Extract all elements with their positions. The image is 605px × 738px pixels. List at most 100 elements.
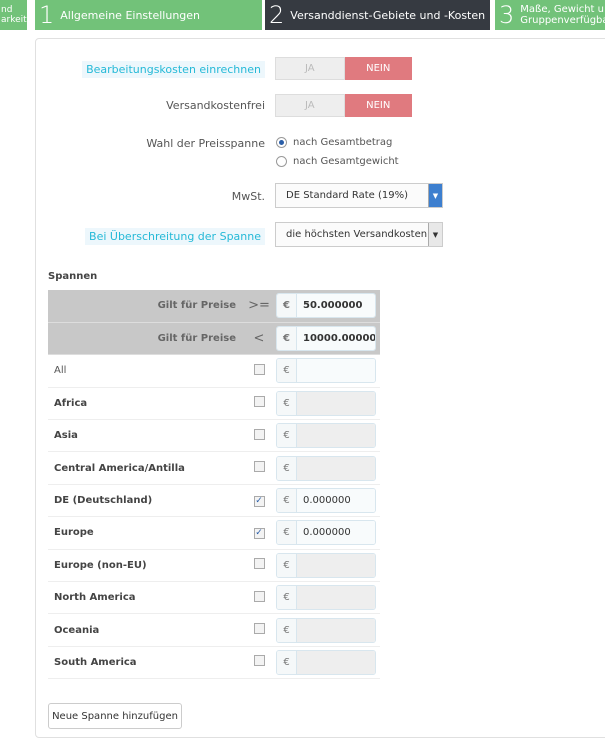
select-value: DE Standard Rate (19%) (286, 190, 409, 201)
currency-label: € (277, 489, 297, 513)
input-value[interactable] (297, 586, 375, 610)
currency-label: € (277, 359, 297, 383)
zone-checkbox[interactable] (253, 623, 265, 635)
input-value[interactable] (297, 456, 375, 480)
zone-name: Oceania (48, 613, 244, 647)
zone-checkbox[interactable]: ✓ (253, 495, 265, 507)
step-number: 2 (269, 1, 285, 29)
free-shipping-toggle[interactable]: JA NEIN (275, 94, 412, 117)
input-value[interactable]: 0.000000 (297, 489, 375, 513)
zone-price-input[interactable]: € (276, 390, 376, 416)
input-value[interactable] (297, 391, 375, 415)
zone-checkbox[interactable] (253, 428, 265, 440)
tax-label: MwSt. (231, 190, 265, 203)
range-operator: < (244, 322, 274, 356)
zone-name: North America (48, 581, 244, 615)
step-3[interactable]: 3 Maße, Gewicht u Gruppenverfügba (495, 0, 605, 30)
zone-row: North America € (48, 581, 380, 615)
toggle-no[interactable]: NEIN (344, 94, 412, 117)
zone-row: DE (Deutschland) ✓ €0.000000 (48, 484, 380, 518)
zone-checkbox[interactable] (253, 655, 265, 667)
currency-label: € (277, 391, 297, 415)
zone-price-input[interactable]: € (276, 455, 376, 481)
step-number: 1 (39, 1, 55, 29)
radio-icon[interactable] (276, 137, 287, 148)
zone-price-input[interactable]: € (276, 358, 376, 384)
input-value[interactable]: 50.000000 (297, 294, 375, 318)
zone-name: Africa (48, 387, 244, 421)
zone-price-input[interactable]: € (276, 552, 376, 578)
range-header-row: Gilt für Preise >= €50.000000 (48, 290, 380, 323)
range-label: Gilt für Preise (48, 290, 244, 323)
add-range-button[interactable]: Neue Spanne hinzufügen (48, 703, 182, 729)
step-label: Allgemeine Einstellungen (60, 8, 201, 22)
step-previous[interactable]: nd arkeit (0, 0, 27, 30)
input-value[interactable] (297, 618, 375, 642)
radio-icon[interactable] (276, 156, 287, 167)
input-value[interactable]: 0.000000 (297, 521, 375, 545)
zone-name: South America (48, 646, 244, 680)
radio-label: nach Gesamtgewicht (293, 156, 399, 167)
zone-name: Europe (non-EU) (48, 549, 244, 583)
currency-label: € (277, 294, 297, 318)
free-shipping-label: Versandkostenfrei (166, 99, 265, 112)
radio-total-weight[interactable]: nach Gesamtgewicht (276, 156, 399, 167)
currency-label: € (277, 521, 297, 545)
zone-price-input[interactable]: € (276, 617, 376, 643)
zone-row: Central America/Antilla € (48, 451, 380, 485)
out-of-range-select[interactable]: die höchsten Versandkosten ▼ (275, 222, 443, 247)
select-value: die höchsten Versandkosten (286, 229, 428, 240)
range-limit-input[interactable]: €10000.000000 (276, 326, 376, 352)
range-header-row: Gilt für Preise<€10000.000000 (48, 322, 380, 356)
zone-name: Asia (48, 419, 244, 453)
step-2[interactable]: 2 Versanddienst-Gebiete und -Kosten (265, 0, 490, 30)
chevron-down-icon: ▼ (428, 223, 442, 246)
zone-checkbox[interactable] (253, 363, 265, 375)
toggle-yes[interactable]: JA (275, 57, 345, 80)
radio-total-price[interactable]: nach Gesamtbetrag (276, 137, 392, 148)
currency-label: € (277, 456, 297, 480)
zone-name: All (48, 354, 244, 388)
zone-row: Asia € (48, 419, 380, 453)
handling-toggle[interactable]: JA NEIN (275, 57, 412, 80)
step-number: 3 (499, 1, 515, 29)
zone-checkbox[interactable] (253, 461, 265, 473)
input-value[interactable] (297, 553, 375, 577)
currency-label: € (277, 618, 297, 642)
toggle-no[interactable]: NEIN (344, 57, 412, 80)
zone-name: DE (Deutschland) (48, 484, 244, 518)
input-value[interactable] (297, 424, 375, 448)
zone-price-input[interactable]: € (276, 585, 376, 611)
input-value[interactable]: 10000.000000 (297, 327, 375, 351)
zone-price-input[interactable]: € (276, 649, 376, 675)
out-of-range-label: Bei Überschreitung der Spanne (85, 228, 265, 245)
zone-price-input[interactable]: €0.000000 (276, 488, 376, 514)
zone-checkbox[interactable] (253, 558, 265, 570)
tax-select[interactable]: DE Standard Rate (19%) ▼ (275, 183, 443, 208)
zone-price-input[interactable]: €0.000000 (276, 520, 376, 546)
zone-checkbox[interactable] (253, 396, 265, 408)
currency-label: € (277, 650, 297, 674)
currency-label: € (277, 553, 297, 577)
ranges-table: Gilt für Preise >= €50.000000 Gilt für Prei… (48, 290, 380, 680)
range-limit-input[interactable]: €50.000000 (276, 293, 376, 319)
currency-label: € (277, 586, 297, 610)
zone-price-input[interactable]: € (276, 423, 376, 449)
input-value[interactable] (297, 650, 375, 674)
zone-checkbox[interactable]: ✓ (253, 527, 265, 539)
handling-label: Bearbeitungskosten einrechnen (82, 61, 265, 78)
zone-checkbox[interactable] (253, 590, 265, 602)
step-label: Versanddienst-Gebiete und -Kosten (290, 8, 486, 22)
zone-row: Africa € (48, 387, 380, 421)
range-label: Gilt für Preise (48, 322, 244, 356)
toggle-yes[interactable]: JA (275, 94, 345, 117)
input-value[interactable] (297, 359, 375, 383)
currency-label: € (277, 424, 297, 448)
range-operator: >= (244, 290, 274, 323)
currency-label: € (277, 327, 297, 351)
range-label: Wahl der Preisspanne (146, 137, 265, 150)
zone-row: South America € (48, 646, 380, 680)
step-1[interactable]: 1 Allgemeine Einstellungen (35, 0, 262, 30)
zone-row: All € (48, 354, 380, 388)
zone-row: Europe ✓ €0.000000 (48, 516, 380, 550)
